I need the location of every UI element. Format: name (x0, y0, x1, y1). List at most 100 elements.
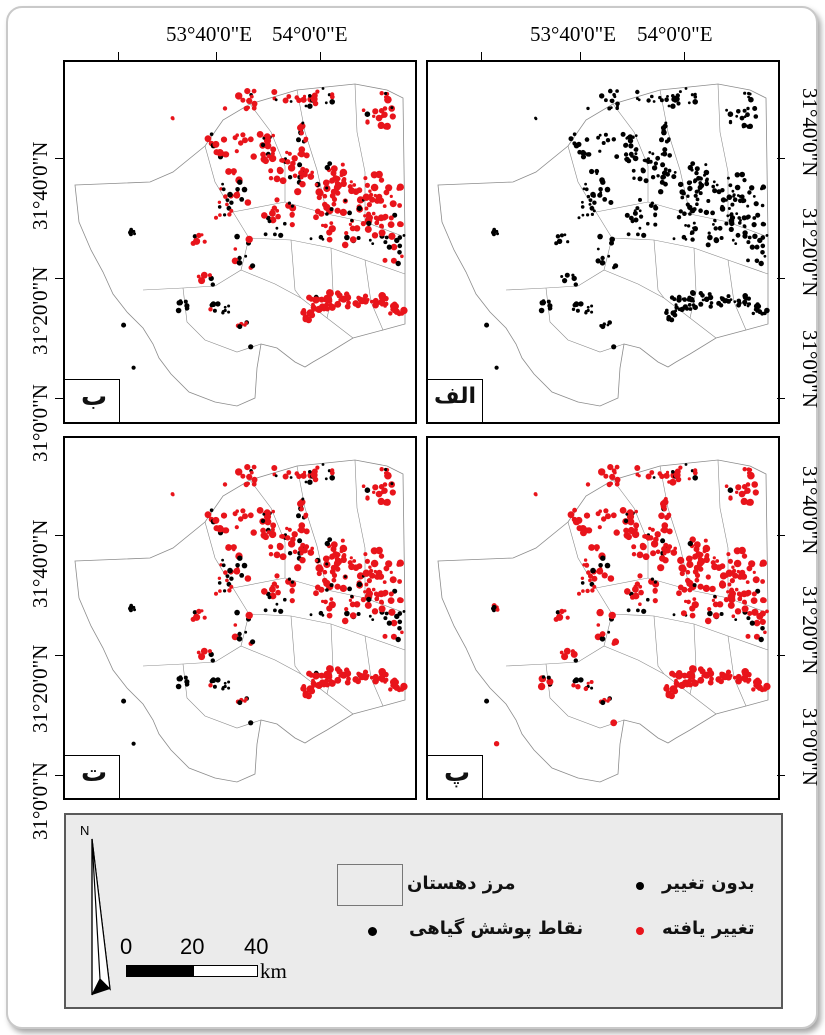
district-boundary (182, 663, 262, 729)
unchanged-vegetation-point (267, 595, 272, 600)
unchanged-vegetation-point (209, 508, 214, 512)
changed-vegetation-point (612, 638, 620, 646)
unchanged-vegetation-point (590, 310, 594, 314)
changed-vegetation-point (673, 471, 681, 479)
changed-vegetation-point (369, 192, 374, 197)
changed-vegetation-point (366, 202, 372, 208)
unchanged-vegetation-point (648, 159, 653, 164)
changed-vegetation-point (662, 506, 667, 512)
changed-vegetation-point (746, 498, 754, 506)
unchanged-vegetation-point (760, 243, 766, 249)
changed-vegetation-point (369, 299, 374, 304)
unchanged-vegetation-point (239, 573, 245, 578)
changed-vegetation-point (376, 193, 383, 200)
changed-vegetation-point (726, 590, 730, 594)
changed-vegetation-point (662, 557, 669, 564)
unchanged-vegetation-point (635, 89, 640, 95)
unchanged-vegetation-point (321, 463, 325, 466)
changed-vegetation-point (270, 523, 276, 529)
unchanged-vegetation-point (712, 180, 716, 184)
unchanged-vegetation-point (634, 147, 639, 152)
changed-vegetation-point (687, 555, 693, 561)
changed-vegetation-point (270, 527, 275, 532)
unchanged-vegetation-point (734, 618, 738, 621)
unchanged-vegetation-point (571, 275, 577, 282)
changed-vegetation-point (299, 181, 306, 188)
changed-vegetation-point (294, 188, 302, 196)
axis-tick (777, 158, 785, 159)
changed-vegetation-point (336, 668, 343, 675)
unchanged-vegetation-point (632, 176, 636, 180)
district-boundary (437, 459, 769, 783)
changed-vegetation-point (216, 149, 224, 157)
unchanged-vegetation-point (580, 205, 585, 209)
unchanged-vegetation-point (250, 639, 256, 645)
changed-vegetation-point (207, 273, 212, 278)
changed-vegetation-point (561, 653, 569, 661)
changed-vegetation-point (584, 562, 590, 568)
changed-vegetation-point (595, 547, 599, 552)
changed-vegetation-point (588, 544, 595, 551)
changed-vegetation-point (658, 512, 665, 520)
unchanged-vegetation-point (304, 104, 308, 108)
changed-vegetation-point (229, 208, 234, 213)
changed-vegetation-point (697, 676, 705, 684)
changed-vegetation-point (378, 298, 386, 306)
changed-vegetation-point (736, 591, 742, 597)
changed-vegetation-point (636, 551, 644, 559)
unchanged-vegetation-point (364, 487, 371, 493)
unchanged-vegetation-point (711, 184, 715, 189)
lon-tick-label-left-2: 54°0'0"E (272, 22, 348, 46)
axis-tick (684, 52, 685, 60)
unchanged-vegetation-point (626, 608, 631, 613)
unchanged-vegetation-point (210, 282, 215, 287)
changed-vegetation-point (341, 178, 347, 183)
changed-vegetation-point (383, 122, 391, 130)
scale-bar-white-segment (193, 965, 258, 977)
changed-vegetation-point (326, 612, 333, 619)
unchanged-vegetation-point (747, 235, 752, 240)
unchanged-vegetation-point (665, 308, 669, 313)
changed-vegetation-point (235, 468, 243, 476)
unchanged-vegetation-point (274, 474, 278, 478)
unchanged-vegetation-point (687, 204, 693, 211)
changed-vegetation-point (234, 525, 239, 530)
axis-tick (55, 535, 63, 536)
unchanged-vegetation-point (347, 586, 352, 592)
unchanged-vegetation-point (641, 232, 647, 238)
changed-vegetation-point (379, 671, 383, 675)
unchanged-vegetation-point (665, 172, 670, 177)
unchanged-vegetation-point (752, 195, 756, 198)
unchanged-vegetation-point (650, 577, 654, 581)
changed-vegetation-point (301, 684, 307, 689)
changed-vegetation-point (598, 468, 606, 476)
changed-vegetation-point (583, 512, 591, 519)
unchanged-vegetation-point (651, 165, 658, 171)
changed-vegetation-point (687, 562, 692, 566)
changed-vegetation-point (214, 591, 218, 596)
changed-vegetation-point (356, 196, 365, 204)
district-boundary (74, 459, 406, 783)
unchanged-vegetation-point (743, 91, 747, 95)
changed-vegetation-point (384, 471, 388, 475)
changed-vegetation-point (756, 684, 763, 691)
changed-vegetation-point (376, 569, 383, 576)
changed-vegetation-point (664, 547, 671, 554)
unchanged-vegetation-point (704, 181, 710, 187)
changed-vegetation-point (624, 588, 631, 595)
changed-vegetation-point (297, 500, 304, 508)
unchanged-vegetation-point (571, 307, 576, 311)
legend-no-change-label: بدون تغییر (662, 873, 755, 894)
changed-vegetation-point (383, 680, 387, 684)
unchanged-vegetation-point (384, 467, 388, 472)
unchanged-vegetation-point (225, 574, 230, 578)
changed-vegetation-point (625, 533, 632, 541)
lat-tick-label-right-top-1: 31°40'0"N (798, 88, 822, 177)
changed-vegetation-point (691, 602, 696, 606)
unchanged-vegetation-point (724, 221, 729, 226)
unchanged-vegetation-point (703, 209, 710, 216)
changed-vegetation-point (631, 530, 640, 539)
changed-vegetation-point (310, 95, 318, 103)
unchanged-vegetation-point (676, 101, 681, 106)
unchanged-vegetation-point (244, 254, 248, 258)
